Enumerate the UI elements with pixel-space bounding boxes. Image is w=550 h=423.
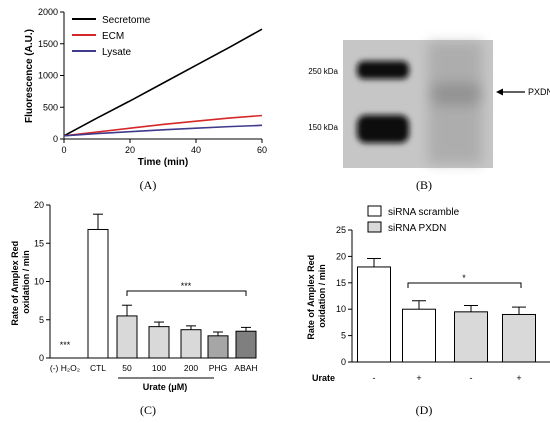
a-y-axis-label: Fluorescence (A.U.) xyxy=(24,29,35,123)
d-legend-label: siRNA scramble xyxy=(388,207,460,218)
a-series-line-lysate xyxy=(63,124,263,137)
gel-band-250 xyxy=(357,61,409,79)
c-zero-marker: *** xyxy=(60,340,71,350)
c-category-label: ABAH xyxy=(234,363,257,373)
c-y-tick-label: 10 xyxy=(34,277,44,287)
gel-band-150 xyxy=(357,115,409,143)
panel-c-label: (C) xyxy=(140,403,156,417)
a-x-tick-label: 40 xyxy=(191,145,201,155)
d-y-tick-label: 5 xyxy=(341,331,346,341)
panel-d-bar-chart: 0 5 10 15 20 25 - + - + Rate of Amplex Red oxida… xyxy=(306,205,550,417)
d-legend-swatch xyxy=(367,205,382,217)
c-bar xyxy=(87,228,109,359)
d-significance-bracket xyxy=(407,282,522,288)
c-bar xyxy=(207,335,229,359)
d-legend-swatch xyxy=(367,221,382,233)
c-category-label: 100 xyxy=(152,363,166,373)
d-urate-row-label: Urate xyxy=(312,373,335,383)
c-category-label: PHG xyxy=(209,363,227,373)
a-x-tick-label: 60 xyxy=(257,145,267,155)
panel-a-line-chart: 0 500 1000 1500 2000 0 20 40 60 Time (min) Fluor… xyxy=(24,7,267,192)
a-y-tick-label: 1500 xyxy=(38,39,58,49)
a-x-tick-label: 20 xyxy=(125,145,135,155)
c-urate-label: Urate (μM) xyxy=(143,382,188,392)
c-bracket-label: *** xyxy=(181,281,192,291)
c-bar xyxy=(148,326,170,359)
a-y-tick-label: 500 xyxy=(43,102,58,112)
d-y-tick-label: 25 xyxy=(336,225,346,235)
c-category-label: CTL xyxy=(90,363,106,373)
d-y-axis-label: Rate of Amplex Red oxidation / min xyxy=(306,252,327,339)
pxdn-label: PXDN xyxy=(528,87,550,97)
panel-c-bar-chart: 0 5 10 15 20 (-) H₂O₂ CTL 50 100 200 PHG ABAH Rate… xyxy=(10,200,258,417)
d-condition-label: - xyxy=(373,373,376,383)
a-series-line-ecm xyxy=(63,114,263,137)
c-bar xyxy=(235,330,257,359)
d-legend: siRNA scramble siRNA PXDN xyxy=(367,205,460,234)
a-legend-label: Secretome xyxy=(102,15,151,26)
marker-250-kda: 250 kDa xyxy=(308,67,338,76)
panel-b-label: (B) xyxy=(416,178,432,192)
c-category-label: 50 xyxy=(122,363,132,373)
d-condition-label: + xyxy=(416,373,421,383)
a-y-tick-label: 1000 xyxy=(38,71,58,81)
c-bar xyxy=(180,329,202,359)
d-bar xyxy=(402,308,436,363)
d-bar xyxy=(502,313,536,363)
d-bar xyxy=(454,311,488,363)
a-x-axis-label: Time (min) xyxy=(138,157,188,168)
d-legend-label: siRNA PXDN xyxy=(388,223,446,234)
c-category-label: 200 xyxy=(184,363,198,373)
c-y-tick-label: 15 xyxy=(34,238,44,248)
a-legend-label: ECM xyxy=(102,31,124,42)
a-y-tick-label: 0 xyxy=(53,134,58,144)
d-y-tick-label: 0 xyxy=(341,357,346,367)
c-significance-bracket xyxy=(126,290,247,296)
marker-150-kda: 150 kDa xyxy=(308,123,338,132)
a-legend-label: Lysate xyxy=(102,47,132,58)
a-series-line-secretome xyxy=(63,28,263,137)
c-category-label: (-) H₂O₂ xyxy=(50,363,80,373)
d-y-tick-label: 15 xyxy=(336,278,346,288)
pxdn-arrow-head xyxy=(496,88,503,96)
d-condition-label: + xyxy=(516,373,521,383)
d-bracket-label: * xyxy=(462,273,466,283)
c-y-tick-label: 5 xyxy=(39,315,44,325)
panel-d-label: (D) xyxy=(416,403,433,417)
d-condition-label: - xyxy=(470,373,473,383)
panel-a-label: (A) xyxy=(140,178,157,192)
gel-band-lane2 xyxy=(432,83,480,105)
a-x-tick-label: 0 xyxy=(61,145,66,155)
c-y-tick-label: 0 xyxy=(39,353,44,363)
c-bar xyxy=(116,315,138,359)
d-y-tick-label: 20 xyxy=(336,251,346,261)
c-y-tick-label: 20 xyxy=(34,200,44,210)
d-bar xyxy=(357,266,391,363)
a-y-tick-label: 2000 xyxy=(38,7,58,17)
c-y-axis-label: Rate of Amplex Red oxidation / min xyxy=(10,238,31,325)
d-y-tick-label: 10 xyxy=(336,304,346,314)
a-legend: Secretome ECM Lysate xyxy=(72,15,151,58)
panel-b-western-blot: 250 kDa 150 kDa PXDN (B) xyxy=(308,40,550,192)
